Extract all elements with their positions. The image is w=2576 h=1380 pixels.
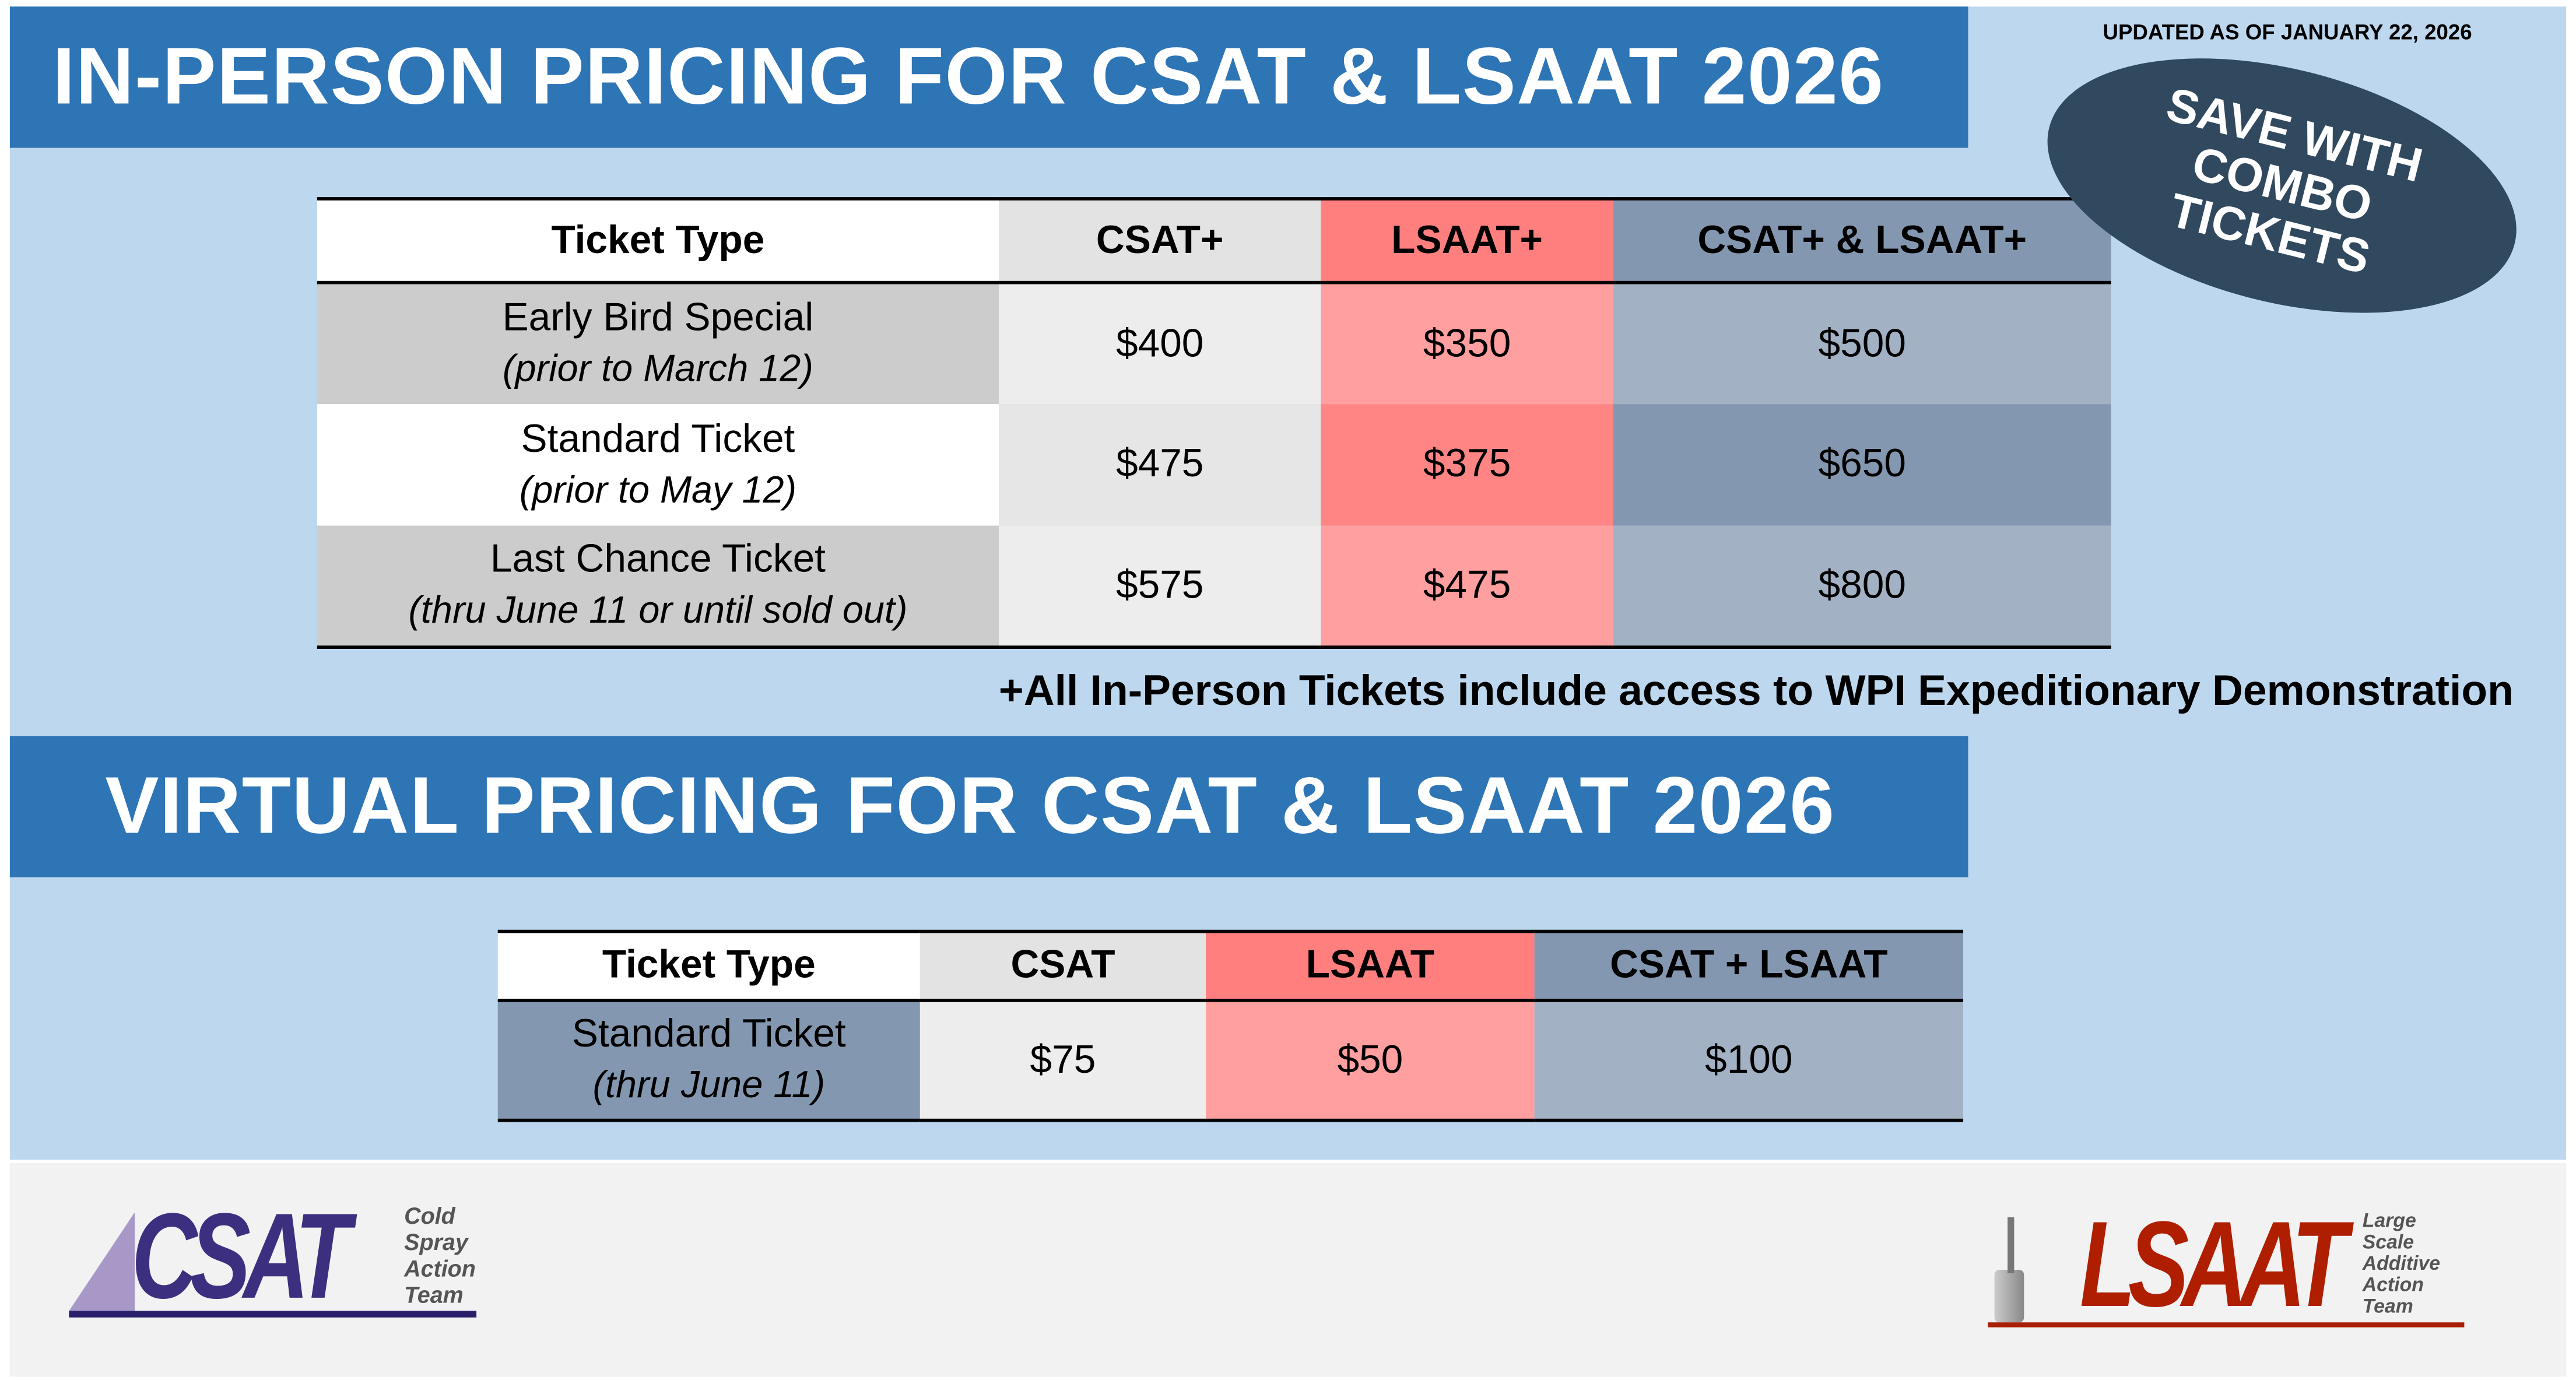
lsaat-price: $50 [1206, 1000, 1535, 1121]
logo-sub-line: Additive [2362, 1252, 2441, 1275]
ticket-type-cell: Standard Ticket (thru June 11) [497, 1000, 920, 1121]
csat-price: $575 [999, 525, 1321, 648]
header-lsaat: LSAAT [1206, 931, 1535, 1000]
logo-sub-line: Spray [404, 1228, 468, 1255]
in-person-footnote: +All In-Person Tickets include access to… [998, 665, 2514, 715]
in-person-pricing-table: Ticket Type CSAT+ LSAAT+ CSAT+ & LSAAT+ … [317, 197, 2111, 649]
updated-date: UPDATED AS OF JANUARY 22, 2026 [2103, 19, 2472, 45]
header-lsaat: LSAAT+ [1321, 198, 1613, 283]
lsaat-logo-subtitle: Large Scale Additive Action Team [2362, 1209, 2441, 1318]
ticket-type: Standard Ticket [521, 416, 795, 461]
csat-logo-underline [69, 1311, 477, 1318]
combo-price: $800 [1613, 525, 2111, 648]
logo-sub-line: Cold [404, 1202, 455, 1229]
table-header-row: Ticket Type CSAT LSAAT CSAT + LSAAT [497, 931, 1964, 1000]
table-row: Last Chance Ticket (thru June 11 or until… [317, 525, 2111, 648]
logo-sub-line: Team [404, 1281, 464, 1308]
ticket-note: (thru June 11 or until sold out) [408, 588, 908, 631]
csat-price: $475 [999, 404, 1321, 526]
lsaat-logo-underline [1988, 1322, 2465, 1328]
ticket-note: (prior to March 12) [502, 346, 813, 389]
logo-sub-line: Scale [2362, 1230, 2414, 1253]
csat-price: $75 [920, 1000, 1206, 1121]
logo-sub-line: Action [404, 1255, 476, 1281]
nozzle-icon [2008, 1217, 2015, 1273]
lsaat-logo-wordmark: LSAAT [2080, 1196, 2347, 1333]
logo-footer [9, 1163, 2567, 1377]
table-header-row: Ticket Type CSAT+ LSAAT+ CSAT+ & LSAAT+ [317, 198, 2111, 283]
virtual-title: VIRTUAL PRICING FOR CSAT & LSAAT 2026 [105, 762, 1836, 851]
table-row: Standard Ticket (thru June 11) $75 $50 $1… [497, 1000, 1964, 1121]
virtual-title-bar: VIRTUAL PRICING FOR CSAT & LSAAT 2026 [9, 736, 1968, 877]
csat-logo: CSAT Cold Spray Action Team [69, 1188, 479, 1324]
combo-price: $100 [1534, 1000, 1964, 1121]
ticket-type-cell: Early Bird Special (prior to March 12) [317, 282, 999, 405]
table-row: Standard Ticket (prior to May 12) $475 $3… [317, 404, 2111, 526]
virtual-pricing-table: Ticket Type CSAT LSAAT CSAT + LSAAT Stan… [497, 929, 1964, 1122]
combo-price: $650 [1613, 404, 2111, 526]
in-person-title: IN-PERSON PRICING FOR CSAT & LSAAT 2026 [52, 33, 1884, 122]
header-ticket-type: Ticket Type [497, 931, 920, 1000]
in-person-title-bar: IN-PERSON PRICING FOR CSAT & LSAAT 2026 [9, 6, 1968, 148]
header-csat: CSAT+ [999, 198, 1321, 283]
logo-sub-line: Large [2362, 1209, 2416, 1232]
logo-sub-line: Team [2362, 1294, 2413, 1318]
ticket-type-cell: Standard Ticket (prior to May 12) [317, 404, 999, 526]
ticket-type: Last Chance Ticket [490, 537, 826, 582]
lsaat-price: $475 [1321, 525, 1613, 648]
lsaat-price: $350 [1321, 282, 1613, 405]
header-combo: CSAT + LSAAT [1534, 931, 1964, 1000]
ticket-type: Standard Ticket [571, 1012, 846, 1056]
csat-logo-subtitle: Cold Spray Action Team [404, 1202, 476, 1307]
logo-sub-line: Action [2362, 1273, 2424, 1297]
ticket-note: (prior to May 12) [519, 467, 797, 510]
lsaat-logo: LSAAT Large Scale Additive Action Team [1988, 1196, 2468, 1333]
ticket-type-cell: Last Chance Ticket (thru June 11 or until… [317, 525, 999, 648]
table-row: Early Bird Special (prior to March 12) $4… [317, 282, 2111, 405]
csat-logo-wedge [69, 1212, 135, 1311]
csat-logo-wordmark: CSAT [131, 1188, 350, 1324]
header-csat: CSAT [920, 931, 1206, 1000]
header-ticket-type: Ticket Type [317, 198, 999, 283]
printer-icon [1994, 1270, 2024, 1323]
combo-price: $500 [1613, 282, 2111, 405]
csat-price: $400 [999, 282, 1321, 405]
header-combo: CSAT+ & LSAAT+ [1613, 198, 2111, 283]
ticket-note: (thru June 11) [592, 1062, 826, 1106]
ticket-type: Early Bird Special [502, 296, 814, 340]
lsaat-price: $375 [1321, 404, 1613, 526]
